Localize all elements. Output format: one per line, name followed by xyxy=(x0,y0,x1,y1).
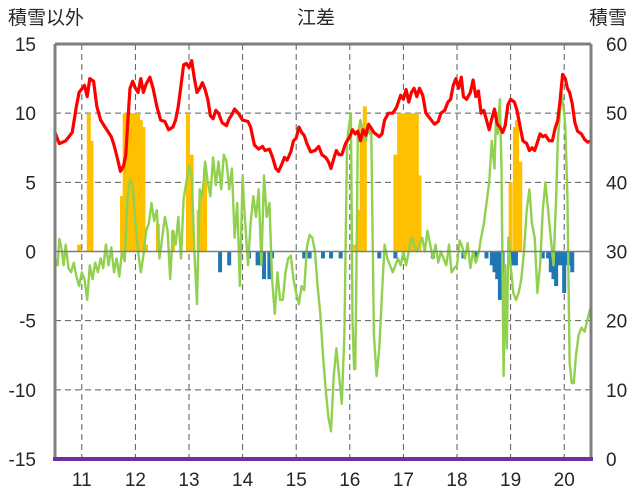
left-tick-label: 5 xyxy=(25,173,36,194)
right-tick-label: 10 xyxy=(606,381,627,402)
line-series xyxy=(53,59,593,433)
bar xyxy=(227,251,232,266)
bar xyxy=(404,113,409,252)
bar xyxy=(554,251,559,287)
bar xyxy=(203,168,208,252)
bar xyxy=(393,251,398,259)
right-tick-label: 40 xyxy=(606,173,627,194)
bar xyxy=(397,113,402,252)
bar xyxy=(562,251,567,293)
bar xyxy=(411,113,416,252)
x-tick-label: 18 xyxy=(446,470,467,491)
right-tick-label: 30 xyxy=(606,243,627,264)
bar xyxy=(125,113,130,252)
x-tick-label: 17 xyxy=(393,470,414,491)
x-tick-label: 13 xyxy=(178,470,199,491)
axes xyxy=(53,42,593,461)
bar xyxy=(359,127,364,252)
right-tick-label: 0 xyxy=(606,450,617,471)
x-tick-label: 20 xyxy=(554,470,575,491)
bar xyxy=(400,113,405,252)
bar xyxy=(144,244,149,252)
left-axis-title: 積雪以外 xyxy=(8,7,85,29)
bar xyxy=(567,251,572,266)
x-tick-label: 16 xyxy=(339,470,360,491)
left-tick-label: 0 xyxy=(25,243,36,264)
bar xyxy=(362,106,367,252)
bar xyxy=(546,251,551,259)
bar xyxy=(338,251,343,259)
bar xyxy=(515,120,520,252)
bar xyxy=(564,251,569,266)
bar xyxy=(77,244,82,252)
bar xyxy=(508,182,513,252)
bar xyxy=(141,127,146,252)
bar xyxy=(540,251,545,259)
left-tick-label: -5 xyxy=(19,312,36,333)
right-axis-title: 積雪 xyxy=(589,7,628,29)
bar xyxy=(329,251,334,259)
right-tick-label: 20 xyxy=(606,312,627,333)
x-tick-label: 19 xyxy=(500,470,521,491)
bar xyxy=(497,251,502,300)
bar xyxy=(393,154,398,252)
bar xyxy=(492,251,497,273)
right-tick-label: 50 xyxy=(606,104,627,125)
bar xyxy=(200,196,205,252)
bar xyxy=(133,113,138,252)
bar xyxy=(89,140,94,252)
bar xyxy=(356,210,361,252)
x-tick-label: 12 xyxy=(125,470,146,491)
bar xyxy=(122,113,127,252)
left-tick-label: 15 xyxy=(15,35,36,56)
bar xyxy=(407,113,412,252)
bar xyxy=(548,251,553,273)
red-series-line xyxy=(53,59,593,173)
green-series-line xyxy=(53,91,592,433)
bar xyxy=(495,251,500,280)
bar xyxy=(262,251,267,280)
left-tick-label: -15 xyxy=(9,450,36,471)
bar xyxy=(255,251,260,266)
x-tick-label: 15 xyxy=(286,470,307,491)
bar xyxy=(559,251,564,266)
left-tick-label: -10 xyxy=(9,381,36,402)
bar xyxy=(570,251,575,273)
left-tick-label: 10 xyxy=(15,104,36,125)
bar xyxy=(489,251,494,266)
bar xyxy=(473,251,478,259)
bar xyxy=(417,175,422,252)
x-tick-label: 11 xyxy=(72,470,92,491)
gridlines xyxy=(55,44,591,459)
bar xyxy=(302,251,307,259)
bar xyxy=(518,161,523,252)
bar xyxy=(267,251,272,280)
chart-title: 江差 xyxy=(297,7,336,29)
bar xyxy=(321,251,325,259)
bar xyxy=(511,251,516,266)
bar xyxy=(130,113,135,252)
bar xyxy=(377,251,382,259)
right-tick-label: 60 xyxy=(606,35,627,56)
bar xyxy=(86,113,91,252)
bar xyxy=(218,251,223,273)
bar xyxy=(120,196,124,252)
bar xyxy=(414,113,419,252)
bar xyxy=(185,113,190,252)
bar xyxy=(138,120,143,252)
bar xyxy=(513,251,518,266)
bar xyxy=(484,251,489,259)
bar xyxy=(512,127,517,252)
bar xyxy=(136,113,141,252)
bar xyxy=(353,244,358,252)
x-tick-label: 14 xyxy=(232,470,254,491)
bar xyxy=(307,251,312,259)
bar xyxy=(556,251,561,266)
